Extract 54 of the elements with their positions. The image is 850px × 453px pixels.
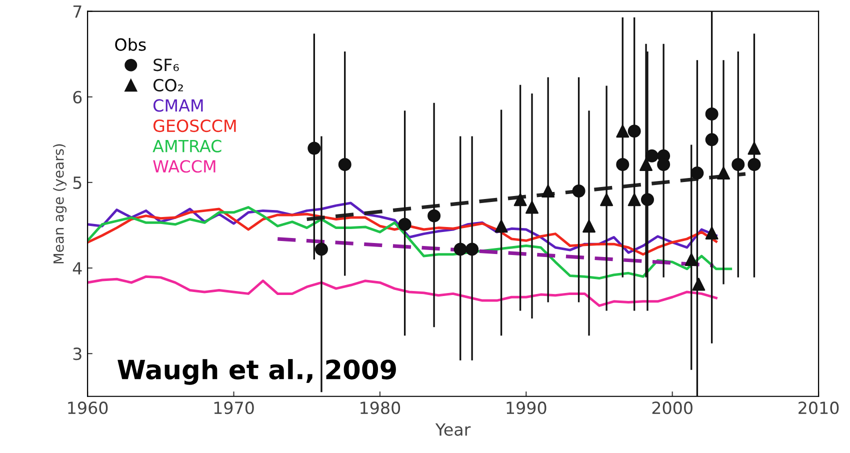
point	[684, 252, 698, 266]
point	[705, 133, 718, 146]
point	[466, 242, 479, 256]
point	[645, 149, 658, 162]
point	[640, 158, 653, 171]
legend-title: Obs	[115, 38, 146, 51]
point	[640, 193, 654, 206]
point	[616, 158, 630, 171]
point	[494, 220, 508, 233]
y-tick-label: 5	[73, 176, 82, 190]
x-tick-label: 2010	[798, 402, 839, 414]
line-series	[88, 275, 718, 307]
y-axis-title: Mean age (years)	[53, 144, 67, 264]
point	[308, 142, 321, 155]
point	[600, 193, 614, 206]
line-series	[88, 206, 732, 280]
point	[748, 158, 761, 171]
point	[705, 226, 718, 240]
legend-label: SF₆	[154, 58, 179, 72]
point	[582, 220, 596, 233]
x-tick-label: 1980	[360, 402, 400, 414]
point	[398, 218, 412, 231]
text: GEOSCCM	[153, 119, 236, 132]
x-tick-label: 2000	[652, 402, 692, 414]
point	[454, 242, 467, 256]
point	[732, 158, 745, 171]
y-tick-label: 3	[73, 348, 82, 360]
x-tick-label: 1990	[506, 402, 546, 414]
point	[705, 108, 718, 121]
x-tick-label: 1960	[68, 402, 108, 414]
point	[616, 124, 630, 138]
text: CMAM	[153, 99, 203, 112]
point	[717, 166, 730, 180]
annotation: Waugh et al., 2009	[118, 359, 396, 385]
point	[628, 193, 641, 206]
point	[748, 142, 761, 155]
point	[428, 209, 441, 222]
point	[338, 158, 352, 171]
y-tick-label: 6	[73, 90, 82, 104]
y-tick-label: 4	[72, 262, 82, 274]
point	[628, 124, 641, 138]
y-tick-label: 7	[73, 6, 82, 18]
point	[572, 184, 586, 198]
x-tick-label: 1970	[214, 402, 254, 414]
text: WACCM	[153, 160, 216, 173]
point	[314, 242, 328, 256]
point	[525, 200, 539, 214]
x-axis-title: Year	[435, 423, 471, 436]
point	[690, 166, 704, 180]
legend-label: CO₂	[153, 78, 183, 92]
text: AMTRAC	[152, 140, 222, 152]
point	[542, 184, 555, 198]
point	[514, 193, 527, 206]
point	[692, 278, 706, 291]
